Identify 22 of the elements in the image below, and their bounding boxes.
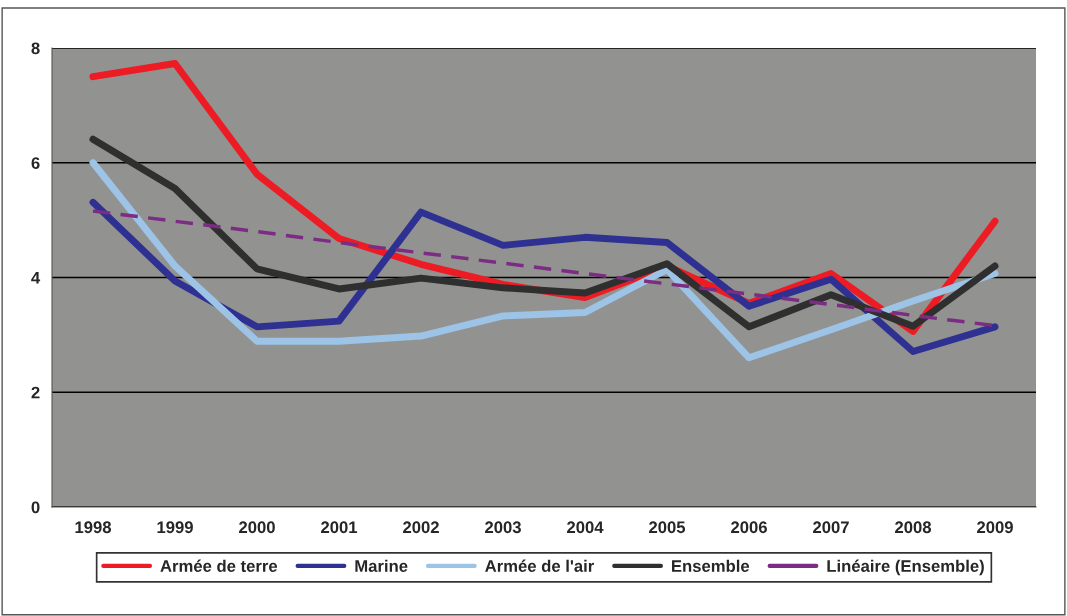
- y-tick-label: 4: [31, 272, 41, 284]
- x-tick-label: 2001: [321, 521, 358, 534]
- legend-label: Marine: [355, 559, 408, 572]
- y-tick-label: 6: [31, 157, 40, 169]
- legend-label: Armée de l'air: [485, 559, 594, 572]
- x-tick-label: 2008: [895, 521, 932, 534]
- legend-label: Ensemble: [672, 559, 750, 572]
- x-tick-label: 2006: [731, 521, 767, 534]
- x-tick-label: 2007: [813, 521, 849, 534]
- x-tick-label: 2009: [977, 521, 1013, 534]
- y-tick-label: 0: [31, 501, 40, 514]
- x-tick-label: 2003: [485, 521, 521, 534]
- x-tick-label: 2004: [567, 521, 604, 534]
- x-tick-label: 2002: [403, 521, 439, 534]
- x-tick-label: 2000: [239, 521, 275, 534]
- x-tick-label: 2005: [649, 521, 686, 534]
- legend-label: Linéaire (Ensemble): [827, 559, 984, 576]
- x-tick-label: 1998: [75, 521, 112, 534]
- x-tick-label: 1999: [157, 521, 193, 534]
- legend-label: Armée de terre: [160, 559, 278, 572]
- y-tick-label: 8: [31, 42, 40, 55]
- y-tick-label: 2: [31, 386, 40, 399]
